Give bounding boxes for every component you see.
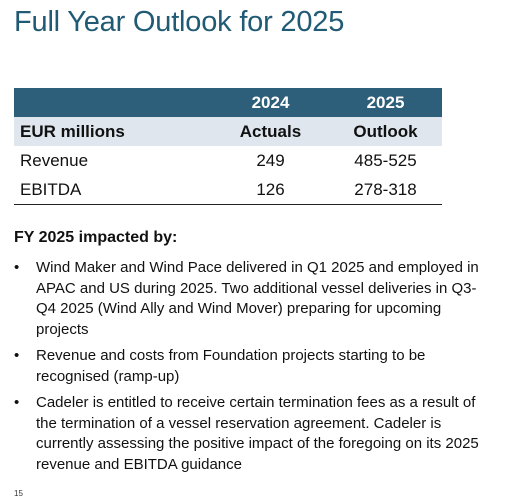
bullet-icon: • [14,394,20,411]
table-row: EBITDA 126 278-318 [14,175,442,205]
impact-list: • Wind Maker and Wind Pace delivered in … [14,258,494,481]
list-item: • Revenue and costs from Foundation proj… [14,346,494,387]
units-header: EUR millions [14,117,212,146]
bullet-icon: • [14,259,20,276]
outlook-header: Outlook [329,117,442,146]
list-item-text: Revenue and costs from Foundation projec… [36,347,426,385]
outlook-value: 278-318 [329,175,442,205]
list-item-text: Cadeler is entitled to receive certain t… [36,394,479,473]
bullet-icon: • [14,347,20,364]
list-item: • Cadeler is entitled to receive certain… [14,393,494,475]
slide-title: Full Year Outlook for 2025 [14,6,345,38]
year-header-2025: 2025 [329,88,442,117]
year-header-2024: 2024 [212,88,329,117]
sub-header-row: EUR millions Actuals Outlook [14,117,442,146]
row-label: EBITDA [14,175,212,205]
table-row: Revenue 249 485-525 [14,146,442,175]
actuals-header: Actuals [212,117,329,146]
row-label: Revenue [20,151,89,170]
actuals-value: 126 [212,175,329,205]
outlook-value: 485-525 [354,151,417,170]
list-item: • Wind Maker and Wind Pace delivered in … [14,258,494,340]
year-header-row: 2024 2025 [14,88,442,117]
list-item-text: Wind Maker and Wind Pace delivered in Q1… [36,259,479,338]
actuals-value: 249 [256,151,285,170]
page-number: 15 [14,489,23,498]
outlook-table: 2024 2025 EUR millions Actuals Outlook R… [14,88,442,205]
year-header-blank [14,88,212,117]
impact-heading: FY 2025 impacted by: [14,229,178,246]
